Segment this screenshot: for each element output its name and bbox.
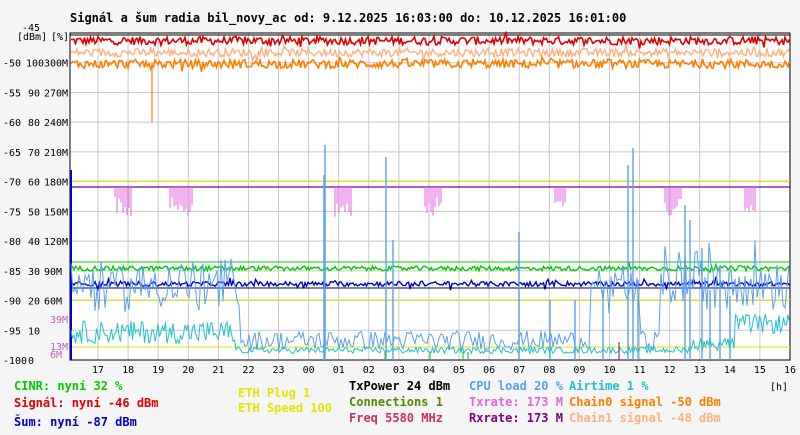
y-tick-rate: 300M bbox=[44, 59, 68, 70]
x-tick-label: 22 bbox=[242, 365, 254, 376]
x-tick-label: 03 bbox=[393, 365, 405, 376]
y-tick-rate: 270M bbox=[44, 88, 68, 99]
x-tick-label: 13 bbox=[694, 365, 706, 376]
y-tick-pct: 50 bbox=[28, 207, 40, 218]
y-tick-rate: 210M bbox=[44, 148, 68, 159]
legend-rxrate: Rxrate: 173 M bbox=[469, 411, 563, 425]
x-tick-label: 12 bbox=[664, 365, 676, 376]
y-tick-rate: 240M bbox=[44, 118, 68, 129]
x-tick-label: 04 bbox=[423, 365, 435, 376]
y-tick-dbm: -75 bbox=[3, 207, 21, 218]
legend-connections: Connections 1 bbox=[349, 395, 443, 409]
legend-chain0: Chain0 signal -50 dBm bbox=[569, 395, 721, 409]
y-tick-rate: 60M bbox=[44, 297, 62, 308]
y-tick-rate: 180M bbox=[44, 178, 68, 189]
legend-freq: Freq 5580 MHz bbox=[349, 411, 443, 425]
x-tick-label: 00 bbox=[303, 365, 315, 376]
chart-title: Signál a šum radia bil_novy_ac od: 9.12.… bbox=[70, 11, 626, 26]
y-tick-pct: 100 bbox=[26, 59, 44, 70]
y-tick-dbm: -65 bbox=[3, 148, 21, 159]
y-tick-dbm: -45 bbox=[22, 23, 40, 34]
y-tick-dbm: -90 bbox=[3, 297, 21, 308]
x-tick-label: 08 bbox=[543, 365, 555, 376]
inner-rate-label: 13M bbox=[50, 342, 68, 353]
inner-rate-label: 6M bbox=[50, 350, 62, 361]
series-cinr bbox=[70, 262, 790, 274]
y-tick-pct: 20 bbox=[28, 297, 40, 308]
x-tick-label: 19 bbox=[152, 365, 164, 376]
unit-label-dbm: [dBm] bbox=[17, 32, 47, 43]
series-signal bbox=[70, 31, 791, 49]
y-tick-pct: 10 bbox=[28, 326, 40, 337]
y-tick-dbm: -85 bbox=[3, 267, 21, 278]
x-tick-label: 16 bbox=[784, 365, 796, 376]
series-noise bbox=[70, 276, 791, 292]
legend-chain1: Chain1 signal -48 dBm bbox=[569, 411, 721, 425]
y-tick-dbm: -50 bbox=[3, 59, 21, 70]
y-tick-pct: 70 bbox=[28, 148, 40, 159]
y-tick-dbm: -80 bbox=[3, 237, 21, 248]
legend-cinr: CINR: nyní 32 % bbox=[14, 379, 123, 393]
x-tick-label: 07 bbox=[513, 365, 525, 376]
y-tick-pct: 30 bbox=[28, 267, 40, 278]
x-axis-unit: [h] bbox=[770, 382, 788, 393]
legend-signal: Signál: nyní -46 dBm bbox=[14, 396, 159, 410]
y-tick-rate: 120M bbox=[44, 237, 68, 248]
legend-txpower: TxPower 24 dBm bbox=[349, 379, 451, 393]
y-tick-pct: 60 bbox=[28, 178, 40, 189]
y-tick-pct: 40 bbox=[28, 237, 40, 248]
legend-noise: Šum: nyní -87 dBm bbox=[14, 415, 137, 429]
x-tick-label: 23 bbox=[273, 365, 285, 376]
y-tick-dbm: -55 bbox=[3, 88, 21, 99]
plot-area: 17 18 19 20 21 22 23 00 01 02 03 04 05 06 07 08 09 10 11 12… bbox=[3, 23, 796, 376]
x-tick-label: 10 bbox=[603, 365, 615, 376]
x-tick-label: 11 bbox=[634, 365, 646, 376]
x-tick-label: 18 bbox=[122, 365, 134, 376]
y-tick-rate: 90M bbox=[44, 267, 62, 278]
y-tick-dbm: -70 bbox=[3, 178, 21, 189]
y-tick-rate: 150M bbox=[44, 207, 68, 218]
y-tick-pct: 80 bbox=[28, 118, 40, 129]
series-chain0-signal bbox=[70, 54, 791, 73]
legend-txrate: Txrate: 173 M bbox=[469, 395, 563, 409]
y-tick-dbm: -100 bbox=[3, 356, 27, 367]
unit-label-pct: [%] bbox=[51, 32, 69, 43]
series-chain1-signal bbox=[70, 43, 791, 63]
x-tick-label: 05 bbox=[453, 365, 465, 376]
x-tick-label: 01 bbox=[333, 365, 345, 376]
inner-rate-label: 39M bbox=[50, 315, 68, 326]
y-tick-pct: 0 bbox=[28, 356, 34, 367]
x-tick-label: 06 bbox=[483, 365, 495, 376]
y-tick-dbm: -60 bbox=[3, 118, 21, 129]
x-tick-label: 02 bbox=[363, 365, 375, 376]
x-tick-label: 21 bbox=[212, 365, 224, 376]
x-tick-label: 20 bbox=[182, 365, 194, 376]
x-tick-label: 14 bbox=[724, 365, 736, 376]
series-cpu-load bbox=[70, 240, 790, 352]
x-tick-label: 17 bbox=[92, 365, 104, 376]
y-tick-pct: 90 bbox=[28, 88, 40, 99]
y-tick-dbm: -95 bbox=[3, 326, 21, 337]
legend-cpu: CPU load 20 % bbox=[469, 379, 563, 393]
x-tick-label: 15 bbox=[754, 365, 766, 376]
legend-eth-plug: ETH Plug 1 bbox=[238, 386, 311, 400]
x-tick-label: 09 bbox=[573, 365, 585, 376]
legend-eth-speed: ETH Speed 100 bbox=[238, 401, 332, 415]
legend-airtime: Airtime 1 % bbox=[569, 379, 649, 393]
